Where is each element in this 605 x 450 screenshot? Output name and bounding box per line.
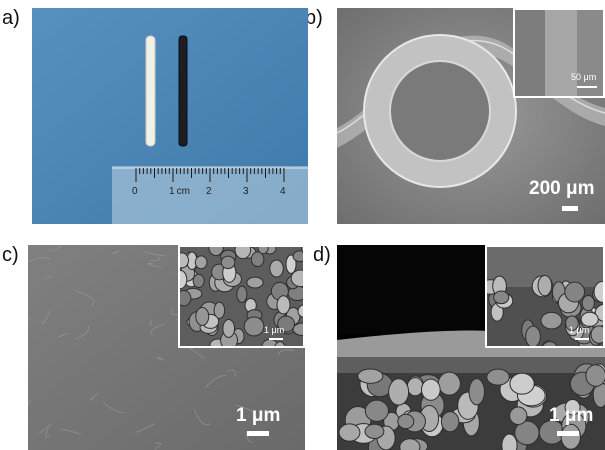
panel-c-scalebar-label: 1 μm: [236, 405, 281, 426]
panel-label-b: b): [305, 7, 323, 29]
panel-c-sem: 1 μm 1 μm: [28, 245, 305, 450]
panel-d-scalebar: [557, 431, 579, 436]
panel-c-inset-scalebar-label: 1 μm: [264, 325, 285, 335]
panel-label-a: a): [2, 7, 20, 29]
inset-wall-detail: [515, 10, 603, 96]
panel-d-inset-scalebar: [575, 338, 589, 340]
ruler-label-2: 2: [206, 186, 212, 197]
panel-c-scalebar: [247, 431, 269, 436]
panel-b-inset-scalebar-label: 50 μm: [571, 72, 597, 82]
photo-scene: [32, 8, 308, 224]
ruler-label-4: 4: [280, 186, 286, 197]
panel-b-scalebar-label: 200 μm: [529, 178, 595, 199]
panel-b-inset: 50 μm: [513, 8, 605, 98]
fiber-lumen: [389, 60, 491, 162]
panel-b-inset-scalebar: [577, 86, 597, 88]
ruler-label-1-num: 1: [169, 186, 175, 197]
panel-c-inset-scalebar: [269, 338, 283, 340]
black-tube: [178, 35, 188, 147]
panel-d-inset-scalebar-label: 1 μm: [569, 325, 590, 335]
panel-d-scalebar-label: 1 μm: [549, 405, 594, 426]
ruler-label-0: 0: [132, 186, 138, 197]
panel-b-scalebar: [562, 206, 578, 211]
ruler: [112, 166, 308, 224]
ruler-label-1: 1 cm: [169, 186, 190, 197]
panel-a-photo: 0 1 cm 2 3 4: [32, 8, 308, 224]
ruler-label-3: 3: [243, 186, 249, 197]
ruler-unit: cm: [176, 186, 190, 197]
white-tube: [145, 35, 156, 147]
panel-b-sem: 50 μm 200 μm: [337, 8, 605, 224]
panel-c-inset: 1 μm: [178, 245, 305, 348]
inset-layer-detail: [487, 247, 603, 346]
panel-label-d: d): [313, 244, 331, 266]
panel-d-sem: 1 μm 1 μm: [337, 245, 605, 450]
inset-grain-texture: [180, 247, 303, 346]
panel-d-inset: 1 μm: [485, 245, 605, 348]
panel-label-c: c): [2, 244, 19, 266]
